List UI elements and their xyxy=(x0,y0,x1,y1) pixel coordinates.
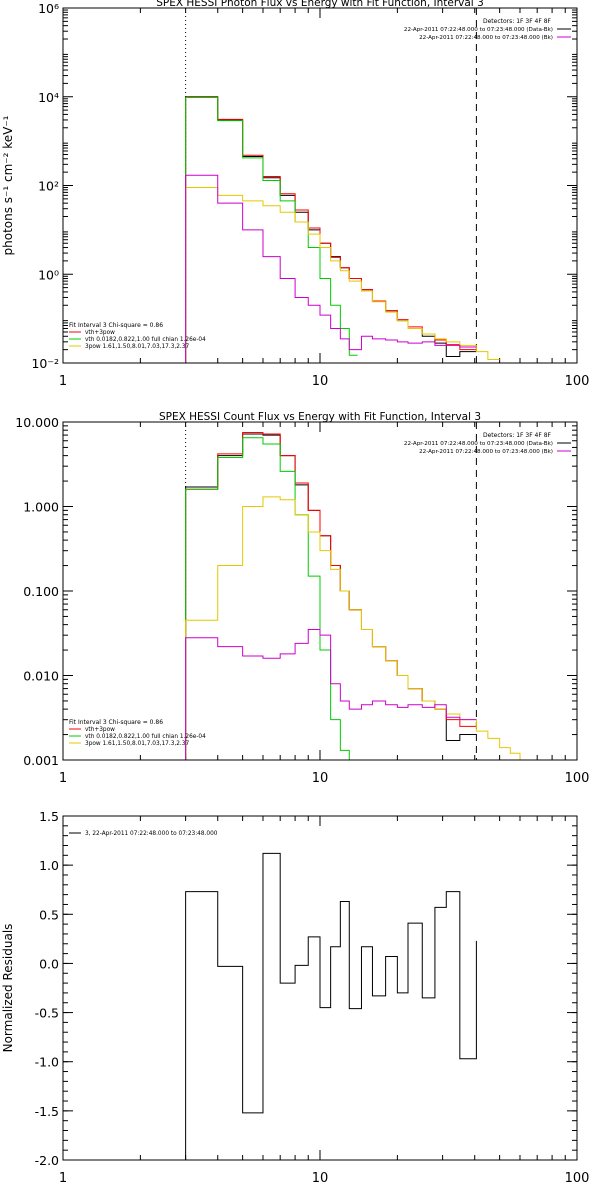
series-bk xyxy=(185,629,477,760)
series-residuals xyxy=(185,852,477,1160)
legend-entry-label: 22-Apr-2011 07:22:48.000 to 07:23:48.000… xyxy=(419,35,553,41)
y-tick-label: 10² xyxy=(38,179,59,194)
x-tick-label: 100 xyxy=(565,771,590,786)
y-tick-label: -0.5 xyxy=(35,1006,59,1021)
x-tick-label: 10 xyxy=(312,1171,329,1186)
legend-entry-label: 22-Apr-2011 07:22:48.000 to 07:23:48.000… xyxy=(419,449,553,455)
legend-entry-label: 3, 22-Apr-2011 07:22:48.000 to 07:23:48.… xyxy=(85,831,218,837)
y-tick-label: 0.010 xyxy=(23,669,59,684)
chart-panel-2: SPEX HESSI Count Flux vs Energy with Fit… xyxy=(15,411,589,786)
y-tick-label: 10⁰ xyxy=(38,267,59,282)
series-vth xyxy=(185,97,358,363)
y-tick-label: 0.100 xyxy=(23,584,59,599)
plot-frame xyxy=(62,421,578,761)
y-tick-label: 1.5 xyxy=(39,809,59,824)
y-tick-label: 0.0 xyxy=(39,956,59,971)
x-tick-label: 100 xyxy=(565,374,590,389)
y-tick-label: -1.5 xyxy=(35,1104,59,1119)
series-vth xyxy=(185,437,358,761)
y-tick-label: 0.001 xyxy=(23,753,59,768)
series-3pow xyxy=(185,187,500,363)
legend-entry-label: 3pow 1.61,1.50,8.01,7.03,17.3,2.37 xyxy=(85,344,189,350)
legend-detectors: Detectors: 1F 3F 4F 8F xyxy=(483,432,552,439)
legend-entry-label: 22-Apr-2011 07:22:48.000 to 07:23:48.000… xyxy=(404,441,553,447)
y-tick-label: 1.000 xyxy=(23,500,59,515)
legend-fit-title: Fit Interval 3 Chi-square = 0.86 xyxy=(69,719,163,726)
y-tick-label: -2.0 xyxy=(35,1153,59,1168)
x-tick-label: 10 xyxy=(312,771,329,786)
x-tick-label: 1 xyxy=(59,771,67,786)
legend-entry-label: vth+3pow xyxy=(85,330,115,336)
y-tick-label: -1.0 xyxy=(35,1055,59,1070)
legend-entry-label: vth 0.0182,0.822,1.00 full chian 1.26e-0… xyxy=(85,337,206,343)
legend-detectors: Detectors: 1F 3F 4F 8F xyxy=(483,18,552,25)
series-bk xyxy=(185,174,477,363)
plot-frame xyxy=(62,815,578,1161)
legend-entry-label: 22-Apr-2011 07:22:48.000 to 07:23:48.000… xyxy=(404,27,553,33)
legend-entry-label: 3pow 1.61,1.50,8.01,7.03,17.3,2.37 xyxy=(85,741,189,747)
y-axis-label: photons s⁻¹ cm⁻² keV⁻¹ xyxy=(1,115,15,255)
plot-frame xyxy=(62,7,578,364)
x-tick-label: 10 xyxy=(312,374,329,389)
legend-entry-label: vth+3pow xyxy=(85,727,115,733)
series-3pow xyxy=(185,496,529,761)
y-tick-label: 1.0 xyxy=(39,858,59,873)
y-tick-label: 10⁻² xyxy=(31,356,59,371)
chart-panel-1: SPEX HESSI Photon Flux vs Energy with Fi… xyxy=(1,0,589,389)
chart-panel-3: Normalized Residuals 1 10 100 -2.0 -1.5 -1.0 -0… xyxy=(1,809,589,1186)
y-axis-label: Normalized Residuals xyxy=(1,924,15,1053)
x-tick-label: 100 xyxy=(565,1171,590,1186)
y-tick-label: 0.5 xyxy=(39,907,59,922)
legend-fit-title: Fit Interval 3 Chi-square = 0.86 xyxy=(69,322,163,329)
x-tick-label: 1 xyxy=(59,374,67,389)
legend-entry-label: vth 0.0182,0.822,1.00 full chian 1.26e-0… xyxy=(85,734,206,740)
y-tick-label: 10⁶ xyxy=(38,1,59,16)
x-tick-label: 1 xyxy=(59,1171,67,1186)
y-tick-label: 10⁴ xyxy=(38,90,59,105)
chart-title: SPEX HESSI Count Flux vs Energy with Fit… xyxy=(159,411,481,423)
y-tick-label: 10.000 xyxy=(15,415,59,430)
chart-title: SPEX HESSI Photon Flux vs Energy with Fi… xyxy=(156,0,484,9)
